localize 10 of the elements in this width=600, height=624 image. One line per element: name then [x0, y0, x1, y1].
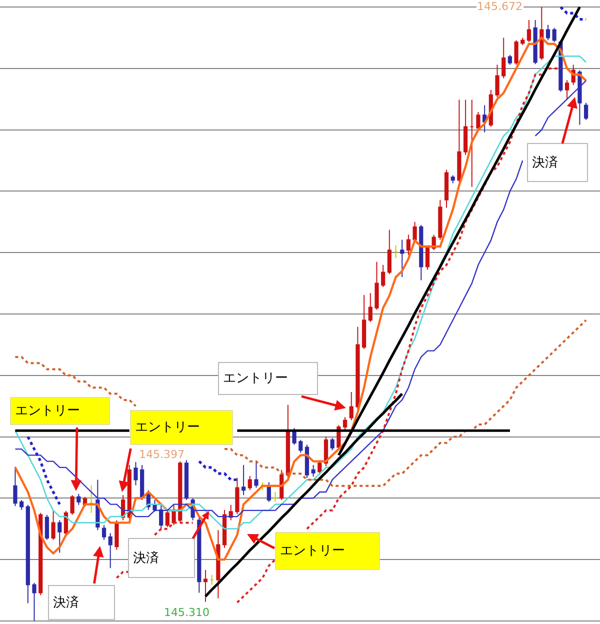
- annotation: 決済: [532, 154, 558, 170]
- annotation: 145.397: [139, 448, 184, 461]
- annotation: エントリー: [15, 404, 80, 418]
- annotation: 決済: [133, 550, 159, 566]
- annotation: 145.310: [164, 606, 210, 619]
- annotation: エントリー: [280, 544, 345, 558]
- annotation: 145.672: [477, 0, 522, 13]
- annotation: エントリー: [135, 420, 200, 435]
- annotation: エントリー: [223, 371, 288, 386]
- annotation: 決済: [53, 594, 79, 610]
